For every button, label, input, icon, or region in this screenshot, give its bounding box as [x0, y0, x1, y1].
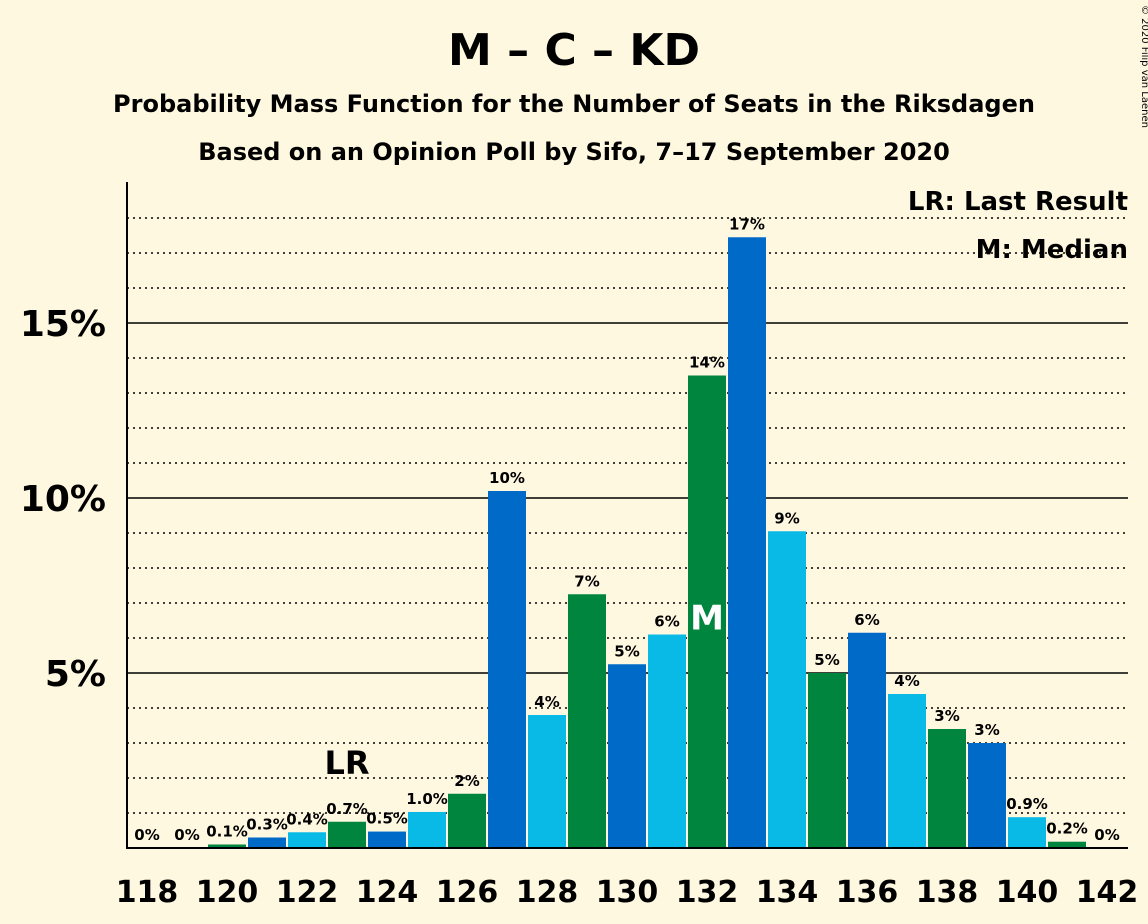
- bar-value-label: 6%: [654, 613, 679, 631]
- bar-seat-135: [808, 673, 846, 848]
- bar-seat-132: [688, 375, 726, 848]
- bar-value-label: 0%: [1094, 826, 1119, 844]
- x-tick-label: 134: [756, 875, 819, 910]
- bar-value-label: 0.1%: [206, 823, 248, 841]
- bar-value-label: 4%: [534, 693, 559, 711]
- bar-value-label: 2%: [454, 772, 479, 790]
- x-tick-label: 130: [596, 875, 659, 910]
- bar-value-label: 0.4%: [286, 810, 328, 828]
- bars: [208, 237, 1086, 848]
- x-tick-label: 126: [436, 875, 499, 910]
- x-tick-label: 120: [196, 875, 259, 910]
- bar-value-label: 0.2%: [1046, 820, 1088, 838]
- chart-subtitle-1: Probability Mass Function for the Number…: [113, 90, 1035, 118]
- bar-value-label: 0.9%: [1006, 795, 1048, 813]
- bar-value-label: 0.3%: [246, 816, 288, 834]
- x-tick-label: 122: [276, 875, 339, 910]
- bar-value-label: 9%: [774, 509, 799, 527]
- bar-seat-141: [1048, 841, 1086, 848]
- last-result-marker: LR: [324, 744, 369, 782]
- bar-seat-128: [528, 715, 566, 848]
- bar-value-label: 3%: [974, 721, 999, 739]
- bar-value-label: 10%: [489, 469, 525, 487]
- bar-seat-136: [848, 632, 886, 848]
- bar-value-label: 0%: [174, 826, 199, 844]
- y-tick-label: 5%: [45, 654, 106, 695]
- bar-labels: 0% 0% 0.1%0.3%0.4%0.7% LR 0.5% 1.0% 2% 10% 4% 7% 5…: [134, 215, 1119, 844]
- bar-value-label: 0%: [134, 826, 159, 844]
- y-tick-label: 10%: [20, 479, 106, 520]
- bar-value-label: 5%: [814, 651, 839, 669]
- bar-seat-120: [208, 844, 246, 848]
- x-tick-label: 128: [516, 875, 579, 910]
- legend-median: M: Median: [976, 235, 1128, 265]
- bar-value-label: 3%: [934, 707, 959, 725]
- bar-value-label: 5%: [614, 642, 639, 660]
- x-tick-label: 140: [996, 875, 1059, 910]
- x-tick-label: 138: [916, 875, 979, 910]
- bar-seat-139: [968, 743, 1006, 848]
- bar-seat-123: [328, 821, 366, 848]
- y-tick-label: 15%: [20, 304, 106, 345]
- bar-value-label: 6%: [854, 611, 879, 629]
- x-tick-label: 124: [356, 875, 419, 910]
- bar-value-label: 17%: [729, 215, 765, 233]
- x-tick-label: 142: [1076, 875, 1139, 910]
- bar-seat-122: [288, 832, 326, 848]
- bar-seat-121: [248, 837, 286, 848]
- bar-seat-134: [768, 531, 806, 848]
- chart-subtitle-2: Based on an Opinion Poll by Sifo, 7–17 S…: [198, 138, 950, 166]
- bar-seat-126: [448, 793, 486, 848]
- bar-seat-127: [488, 491, 526, 848]
- bar-seat-125: [408, 811, 446, 848]
- bar-value-label: 0.7%: [326, 800, 368, 818]
- bar-seat-130: [608, 664, 646, 848]
- bar-seat-133: [728, 237, 766, 848]
- bar-value-label: 4%: [894, 672, 919, 690]
- bar-value-label: 1.0%: [406, 790, 448, 808]
- x-tick-label: 136: [836, 875, 899, 910]
- x-tick-label: 118: [116, 875, 179, 910]
- bar-seat-131: [648, 634, 686, 848]
- bar-seat-138: [928, 729, 966, 848]
- median-marker: M: [690, 599, 724, 639]
- bar-value-label: 14%: [689, 354, 725, 372]
- bar-seat-140: [1008, 817, 1046, 848]
- bar-seat-137: [888, 694, 926, 848]
- x-tick-label: 132: [676, 875, 739, 910]
- bar-value-label: 0.5%: [366, 810, 408, 828]
- bar-seat-129: [568, 594, 606, 848]
- axes: 5% 10% 15% 118 120 122 124 126 128 130 132 134 136 13…: [20, 182, 1138, 910]
- legend-last-result: LR: Last Result: [908, 187, 1128, 217]
- bar-value-label: 7%: [574, 572, 599, 590]
- copyright-notice: © 2020 Filip van Laenen: [1139, 5, 1148, 128]
- chart-title: M – C – KD: [448, 25, 700, 76]
- bar-seat-124: [368, 831, 406, 848]
